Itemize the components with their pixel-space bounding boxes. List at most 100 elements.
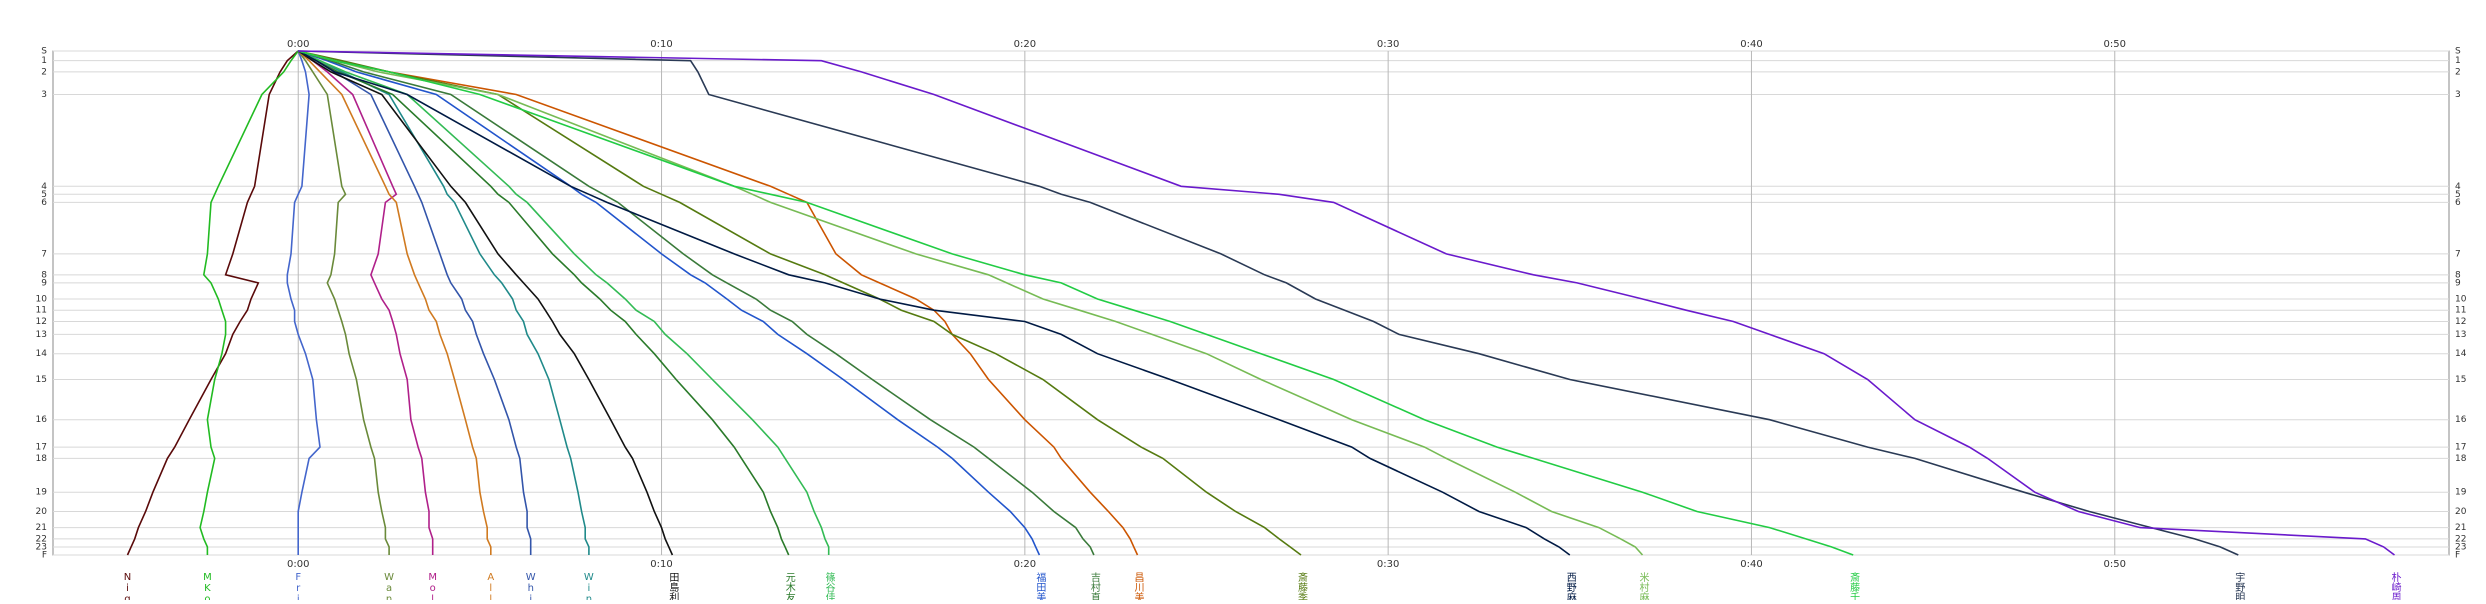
y-tick-label: 21 [2455, 523, 2466, 533]
series-line [298, 50, 2395, 556]
x-tick-label: 0:50 [2104, 559, 2126, 570]
series-line [298, 50, 1302, 556]
plot-frame [52, 50, 2450, 556]
y-tick-label: 12 [2455, 317, 2466, 327]
y-tick-label: 4 [41, 182, 47, 192]
y-tick-label: 8 [41, 270, 47, 280]
y-tick-label: 1 [41, 56, 47, 66]
y-tick-label: 16 [2455, 415, 2467, 425]
y-tick-label: 21 [36, 523, 47, 533]
runner-name: Whil [525, 572, 536, 600]
series-line [297, 50, 1854, 556]
y-tick-label: S [41, 47, 47, 57]
y-tick-label: 23 [36, 542, 47, 552]
y-tick-label: 6 [41, 198, 47, 208]
y-tick-label: 7 [41, 249, 47, 259]
series-line [297, 50, 390, 555]
x-tick-label: 0:30 [1377, 559, 1399, 570]
x-tick-label: 0:40 [1740, 39, 1762, 50]
runner-name: 斎藤季 [1295, 571, 1307, 600]
runner-name: 斎藤千 [1848, 571, 1860, 600]
y-tick-label: 20 [36, 507, 48, 517]
y-tick-label: 22 [2455, 534, 2466, 544]
runner-name: 元木友 [783, 572, 795, 600]
x-tick-label: 0:20 [1014, 39, 1036, 50]
y-tick-label: F [42, 551, 47, 561]
y-tick-label: 8 [2455, 270, 2461, 280]
runner-name: MKoon [202, 572, 213, 600]
y-tick-label: 2 [41, 67, 47, 77]
y-tick-label: 9 [2455, 278, 2461, 288]
y-tick-label: 13 [2455, 330, 2466, 340]
series-line [286, 50, 321, 555]
y-tick-label: 10 [2455, 294, 2467, 304]
series-line [297, 50, 790, 556]
x-tick-label: 0:00 [287, 39, 309, 50]
runner-name: Nig [122, 572, 133, 600]
series-line [297, 50, 492, 555]
y-tick-label: 11 [2455, 306, 2466, 316]
y-tick-label: 15 [36, 375, 47, 385]
y-tick-label: 5 [2455, 190, 2461, 200]
runner-name: Win [583, 572, 594, 600]
y-tick-label: 10 [36, 294, 48, 304]
y-tick-label: F [2455, 551, 2460, 561]
series-line [298, 50, 2239, 556]
series-line [297, 50, 434, 555]
runner-name: 田島利 [667, 572, 679, 600]
x-tick-label: 0:20 [1014, 559, 1036, 570]
x-tick-label: 0:40 [1740, 559, 1762, 570]
y-tick-label: 13 [36, 330, 47, 340]
series-line [297, 50, 1139, 556]
y-tick-label: 14 [36, 349, 48, 359]
y-tick-label: 14 [2455, 349, 2467, 359]
series-line [297, 50, 590, 555]
y-tick-label: S [2455, 47, 2461, 57]
y-tick-label: 12 [36, 317, 47, 327]
y-tick-label: 18 [2455, 454, 2467, 464]
y-tick-label: 17 [36, 443, 47, 453]
x-tick-label: 0:10 [650, 39, 672, 50]
runner-name: Mol [427, 572, 438, 600]
series-line [297, 50, 1571, 556]
runner-name: Fri [293, 572, 304, 600]
runner-name: 福田美 [1034, 571, 1046, 600]
runner-name: 米村麻 [1637, 571, 1649, 600]
x-tick-label: 0:50 [2104, 39, 2126, 50]
y-tick-label: 4 [2455, 182, 2461, 192]
x-tick-label: 0:30 [1377, 39, 1399, 50]
y-tick-label: 11 [36, 306, 47, 316]
y-tick-label: 17 [2455, 443, 2466, 453]
y-tick-label: 3 [41, 90, 47, 100]
runner-name: 篠谷佳 [823, 571, 835, 600]
runner-name: 昌川美 [1132, 572, 1144, 600]
runner-name: 朴崎周 [2389, 571, 2401, 600]
y-tick-label: 20 [2455, 507, 2467, 517]
y-tick-label: 22 [36, 534, 47, 544]
y-tick-label: 16 [36, 415, 48, 425]
x-tick-label: 0:10 [650, 559, 672, 570]
x-tick-label: 0:00 [287, 559, 309, 570]
runner-name: Wanl [384, 572, 395, 600]
runner-name: 宇野明 [2233, 571, 2245, 600]
y-tick-label: 1 [2455, 56, 2461, 66]
y-tick-label: 6 [2455, 198, 2461, 208]
series-line [297, 50, 1041, 556]
series-line [297, 50, 830, 555]
runner-name: 吉村直 [1088, 572, 1100, 600]
series-line [199, 50, 299, 555]
series-line [297, 50, 532, 555]
y-tick-label: 19 [36, 488, 48, 498]
y-tick-label: 23 [2455, 542, 2466, 552]
y-tick-label: 7 [2455, 249, 2461, 259]
y-tick-label: 2 [2455, 67, 2461, 77]
runner-name: 西野麻 [1564, 572, 1576, 600]
y-tick-label: 3 [2455, 90, 2461, 100]
series-line [297, 50, 1095, 556]
y-tick-label: 15 [2455, 375, 2466, 385]
series-line [126, 50, 299, 556]
y-tick-label: 5 [41, 190, 47, 200]
runner-name: All [485, 572, 496, 600]
y-tick-label: 9 [41, 278, 47, 288]
